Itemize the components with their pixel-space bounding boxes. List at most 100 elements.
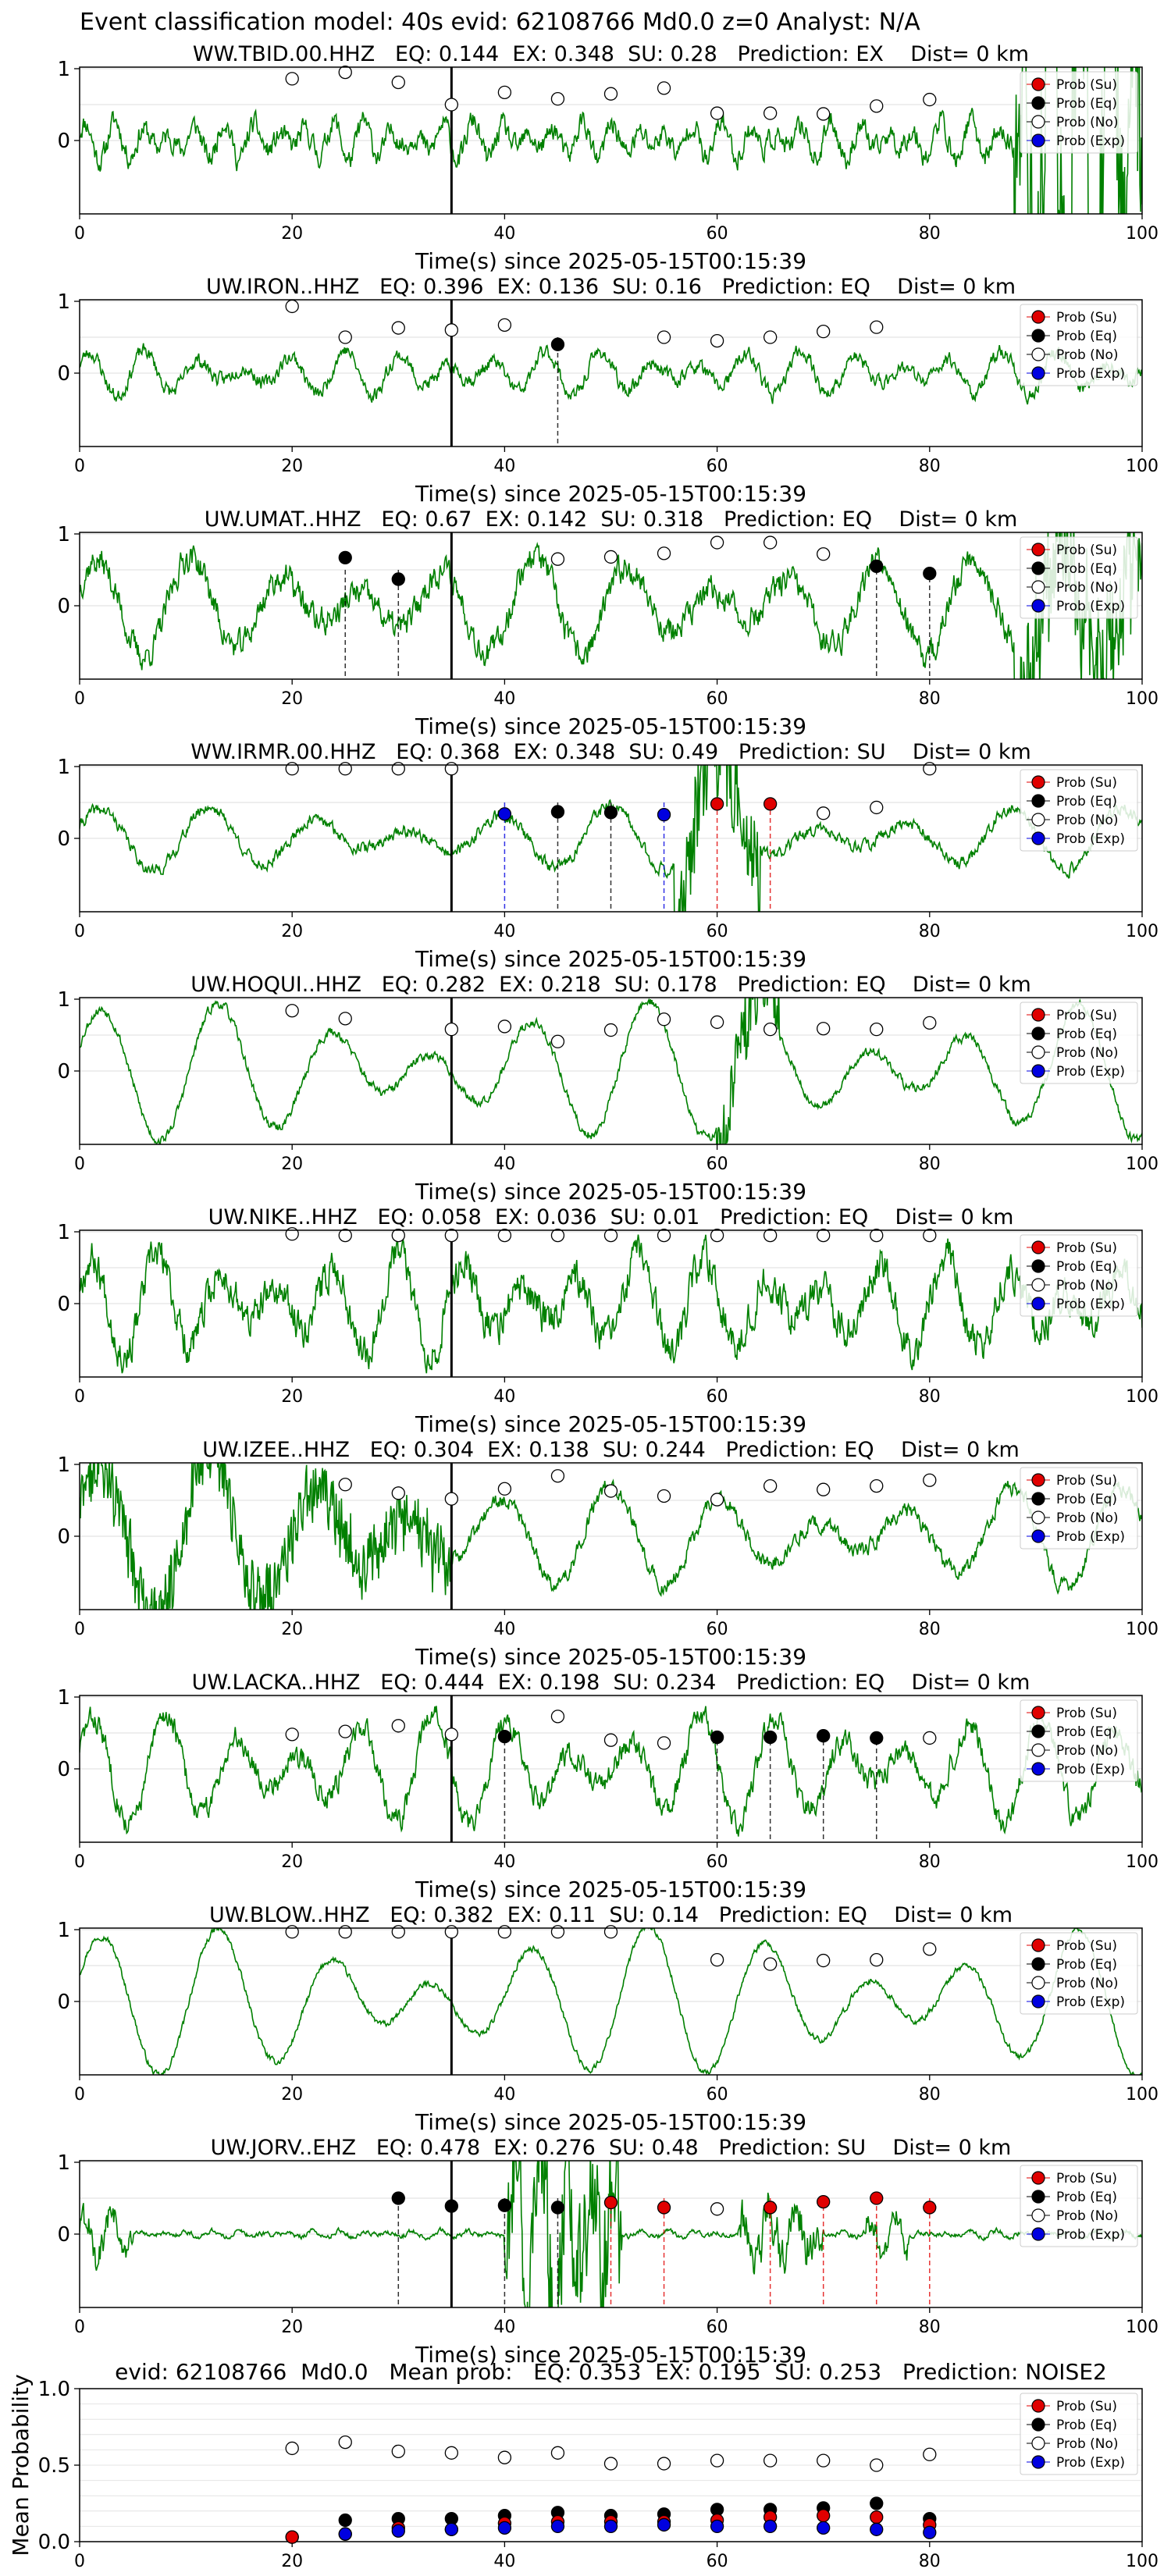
prob-marker-no — [710, 1493, 724, 1507]
legend-marker-no — [1031, 1278, 1045, 1292]
x-tick-label: 20 — [281, 2552, 303, 2571]
legend-marker-su — [1031, 77, 1045, 91]
prob-marker-no — [817, 324, 831, 339]
x-tick-label: 0 — [74, 224, 85, 244]
mean-prob-point-exp — [870, 2522, 884, 2536]
legend-marker-exp — [1031, 1297, 1045, 1311]
y-tick-label: 1 — [57, 1686, 70, 1710]
prob-marker-no — [550, 91, 565, 106]
legend-label-eq: Prob (Eq) — [1056, 1259, 1117, 1275]
x-tick-label: 20 — [281, 2318, 303, 2337]
legend-label-eq: Prob (Eq) — [1056, 794, 1117, 809]
legend-box — [1020, 1002, 1138, 1084]
mean-prob-point-no — [657, 2457, 671, 2471]
prob-marker-su — [657, 2201, 671, 2215]
x-tick-label: 40 — [493, 1387, 515, 1407]
legend-marker-no — [1031, 1976, 1045, 1990]
x-tick-label: 100 — [1126, 2318, 1159, 2337]
prob-marker-no — [338, 1228, 352, 1243]
mean-prob-point-exp — [710, 2519, 724, 2534]
y-tick-label: 0 — [57, 1758, 70, 1781]
prob-marker-no — [497, 318, 512, 333]
legend-marker-su — [1031, 543, 1045, 557]
x-tick-label: 60 — [707, 689, 728, 709]
prob-marker-no — [603, 1484, 618, 1498]
legend-label-exp: Prob (Exp) — [1056, 1994, 1125, 2010]
legend-marker-eq — [1031, 1026, 1045, 1041]
prob-marker-no — [870, 1952, 884, 1967]
x-tick-label: 80 — [919, 2552, 941, 2571]
prob-marker-no — [550, 1710, 565, 1724]
mean-prob-point-exp — [497, 2521, 512, 2535]
prob-marker-no — [710, 106, 724, 120]
mean-prob-point-no — [391, 2444, 405, 2459]
legend-marker-exp — [1031, 366, 1045, 380]
legend-marker-eq — [1031, 1957, 1045, 1971]
mean-prob-point-no — [763, 2453, 778, 2467]
prob-marker-no — [497, 1482, 512, 1496]
prob-marker-no — [603, 87, 618, 101]
legend-marker-no — [1031, 2208, 1045, 2222]
x-axis-label: Time(s) since 2025-05-15T00:15:39 — [415, 946, 806, 972]
legend-label-no: Prob (No) — [1056, 1045, 1119, 1061]
x-tick-label: 0 — [74, 457, 85, 476]
mean-prob-point-su — [285, 2530, 299, 2544]
prob-marker-no — [285, 1925, 299, 1939]
x-axis-label: Time(s) since 2025-05-15T00:15:39 — [415, 1179, 806, 1204]
prob-marker-no — [923, 1228, 937, 1243]
legend-marker-su — [1031, 1008, 1045, 1022]
prob-marker-no — [444, 98, 458, 112]
y-tick-label: 1.0 — [38, 2378, 70, 2401]
mean-prob-point-no — [603, 2457, 618, 2471]
legend-label-su: Prob (Su) — [1056, 2399, 1117, 2414]
mean-prob-point-no — [710, 2453, 724, 2467]
legend-label-no: Prob (No) — [1056, 2208, 1119, 2224]
mean-prob-point-exp — [923, 2525, 937, 2539]
legend-box — [1020, 1467, 1138, 1550]
x-tick-label: 60 — [707, 922, 728, 941]
legend-marker-su — [1031, 1938, 1045, 1952]
panel-9: 0 20 40 60 80 100 0 1 UW.BLOW..HHZ EQ: 0.382 EX:… — [57, 1903, 1159, 2135]
legend-marker-su — [1031, 310, 1045, 324]
prob-marker-no — [550, 1228, 565, 1243]
mean-prob-point-exp — [603, 2519, 618, 2534]
prob-marker-no — [710, 1952, 724, 1967]
legend-label-exp: Prob (Exp) — [1056, 366, 1125, 382]
x-tick-label: 80 — [919, 224, 941, 244]
x-tick-label: 100 — [1126, 457, 1159, 476]
prob-marker-no — [657, 1489, 671, 1503]
mean-prob-point-no — [923, 2447, 937, 2461]
prob-marker-no — [710, 1015, 724, 1030]
prob-marker-eq — [923, 566, 937, 581]
summary-title: evid: 62108766 Md0.0 Mean prob: EQ: 0.35… — [115, 2359, 1107, 2385]
mean-prob-point-su — [870, 2510, 884, 2524]
legend-marker-exp — [1031, 133, 1045, 148]
panel-title: WW.TBID.00.HHZ EQ: 0.144 EX: 0.348 SU: 0… — [193, 42, 1029, 66]
x-tick-label: 40 — [493, 2318, 515, 2337]
x-tick-label: 20 — [281, 224, 303, 244]
panel-1: 0 20 40 60 80 100 0 1 WW.TBID.00.HHZ EQ: 0.144 E… — [57, 42, 1159, 274]
y-tick-label: 1 — [57, 58, 70, 81]
x-tick-label: 20 — [281, 689, 303, 709]
legend-label-su: Prob (Su) — [1056, 310, 1117, 326]
legend-box — [1020, 2165, 1138, 2247]
prob-marker-eq — [497, 2198, 512, 2212]
x-tick-label: 20 — [281, 2085, 303, 2105]
mean-prob-point-exp — [338, 2527, 352, 2541]
legend-label-exp: Prob (Exp) — [1056, 2227, 1125, 2243]
legend-marker-eq — [1031, 2190, 1045, 2204]
prob-marker-no — [817, 1482, 831, 1496]
prob-marker-no — [338, 1478, 352, 1492]
legend-label-no: Prob (No) — [1056, 347, 1119, 363]
y-tick-label: 1 — [57, 290, 70, 314]
prob-marker-no — [763, 535, 778, 550]
x-tick-label: 80 — [919, 1387, 941, 1407]
legend-label-eq: Prob (Eq) — [1056, 2418, 1117, 2433]
x-tick-label: 80 — [919, 1620, 941, 1639]
y-tick-label: 1 — [57, 523, 70, 546]
y-tick-label: 0 — [57, 595, 70, 618]
x-tick-label: 20 — [281, 1387, 303, 1407]
mean-prob-point-no — [338, 2435, 352, 2450]
prob-marker-eq — [444, 2199, 458, 2213]
prob-marker-no — [657, 1228, 671, 1243]
